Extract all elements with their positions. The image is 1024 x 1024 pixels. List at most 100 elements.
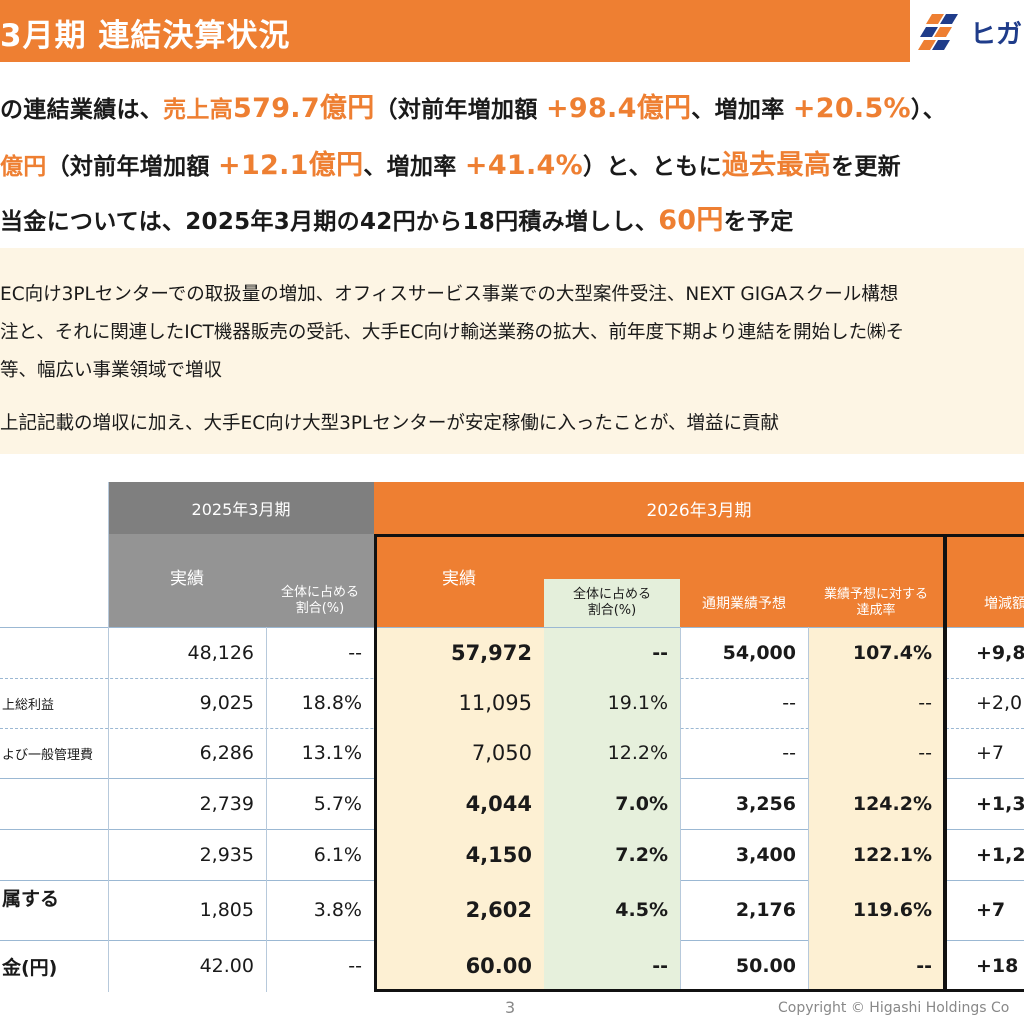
header-achievement-wrap: 業績予想に対する 達成率	[808, 579, 944, 627]
cell-a25: 42.00	[199, 955, 254, 977]
summary-text: を更新	[831, 154, 901, 180]
header-achievement-line2: 達成率	[856, 603, 896, 618]
cell-label	[0, 627, 108, 678]
profit-growth-rate: +41.4%	[464, 150, 583, 181]
cell-fc: 50.00	[735, 955, 796, 977]
dividend-value: 60円	[658, 205, 724, 236]
cell-ach: 124.2%	[808, 778, 944, 829]
cell-chg: +18	[976, 955, 1019, 977]
detail-box	[0, 248, 1024, 454]
frame-fy2026-main	[374, 534, 946, 992]
profit-unit: 億円	[0, 154, 47, 180]
profit-increase: +12.1億円	[218, 150, 364, 181]
cell-ach: --	[808, 728, 944, 778]
cell-chg: +9,8	[976, 641, 1024, 664]
column-divider	[108, 482, 109, 992]
summary-text: の連結業績は、	[0, 97, 164, 123]
cell-s25: 18.8%	[301, 692, 362, 714]
summary-text: ）と、ともに	[582, 154, 722, 180]
cell-label: 属する	[2, 888, 60, 910]
detail-bullet-1-line-2: 注と、それに関連したICT機器販売の受託、大手EC向け輸送業務の拡大、前年度下期…	[0, 322, 905, 343]
header-fy2025: 2025年3月期	[108, 482, 374, 534]
copyright: Copyright © Higashi Holdings Co	[778, 1000, 1010, 1016]
cell-s25: --	[348, 641, 362, 664]
frame-fy2026-change	[944, 534, 1024, 992]
cell-fc: 2,176	[735, 899, 796, 921]
header-fy2026: 2026年3月期	[374, 482, 1024, 534]
summary-line-3: 当金については、2025年3月期の42円から18円積み増しし、60円を予定	[0, 198, 794, 237]
header-blank-right	[944, 534, 1024, 579]
summary-text: （対前年増加額	[374, 97, 546, 123]
header-actual-2026: 実績	[374, 534, 544, 627]
cell-label: 上総利益	[2, 697, 55, 713]
summary-line-1: の連結業績は、売上高579.7億円（対前年増加額 +98.4億円、増加率 +20…	[0, 86, 946, 125]
cell-a26: 57,972	[374, 627, 544, 678]
cell-a26: 4,150	[374, 829, 544, 880]
cell-a25: 1,805	[199, 899, 254, 921]
page-title: 3月期 連結決算状況	[0, 18, 291, 54]
company-logo: ヒガ	[918, 8, 1024, 56]
header-share-line1: 全体に占める	[280, 584, 359, 600]
column-divider	[808, 627, 809, 992]
title-bar	[0, 0, 910, 62]
cell-s25: --	[348, 955, 362, 977]
detail-bullet-1-line-3: 等、幅広い事業領域で増収	[0, 360, 223, 381]
record-high-label: 過去最高	[721, 150, 832, 181]
cell-chg: +1,3	[976, 792, 1024, 815]
summary-text: ）、	[910, 97, 947, 123]
cell-fc: 3,400	[735, 843, 796, 866]
header-share-line2: 割合(%)	[295, 600, 345, 616]
cell-s26: --	[544, 940, 680, 992]
cell-a26: 60.00	[374, 940, 544, 992]
cell-s26: 7.2%	[544, 829, 680, 880]
cell-s25: 6.1%	[313, 843, 362, 866]
header-share-line1: 全体に占める	[572, 587, 651, 602]
header-blank-band	[544, 534, 944, 579]
summary-text: 当金については、2025年3月期の42円から18円積み増しし、	[0, 209, 659, 235]
header-share-2025-wrap: 全体に占める 割合(%)	[266, 534, 374, 627]
cell-fc: 3,256	[735, 792, 796, 815]
cell-ach: 107.4%	[808, 627, 944, 678]
summary-text: （対前年増加額	[46, 154, 219, 180]
column-divider	[680, 627, 681, 992]
header-change: 増減額	[944, 579, 1024, 627]
header-forecast: 通期業績予想	[680, 579, 808, 627]
cell-s26: 12.2%	[544, 728, 680, 778]
cell-fc: --	[782, 742, 796, 764]
detail-bullet-2: 上記記載の増収に加え、大手EC向け大型3PLセンターが安定稼働に入ったことが、増…	[0, 413, 779, 434]
cell-a25: 48,126	[187, 641, 254, 664]
logo-text: ヒガ	[970, 19, 1023, 50]
cell-a25: 9,025	[199, 692, 254, 714]
page-number: 3	[505, 998, 516, 1017]
sales-value: 579.7億円	[233, 93, 375, 124]
cell-s25: 3.8%	[313, 899, 362, 921]
cell-ach: 119.6%	[808, 880, 944, 940]
cell-fc: 54,000	[722, 641, 796, 664]
cell-s25: 5.7%	[313, 792, 362, 815]
cell-a26: 4,044	[374, 778, 544, 829]
cell-label: 金(円)	[2, 956, 58, 979]
row-divider	[0, 627, 1024, 628]
cell-chg: +7	[976, 899, 1006, 921]
cell-a25: 2,739	[199, 792, 254, 815]
cell-chg: +7	[976, 742, 1005, 764]
header-share-2025: 全体に占める 割合(%)	[281, 585, 359, 617]
header-share-line2: 割合(%)	[587, 603, 637, 618]
cell-s26: 7.0%	[544, 778, 680, 829]
cell-s25: 13.1%	[301, 742, 362, 764]
header-achievement-line1: 業績予想に対する	[823, 587, 928, 602]
cell-a26: 11,095	[374, 678, 544, 728]
detail-bullet-1-line-1: EC向け3PLセンターでの取扱量の増加、オフィスサービス事業での大型案件受注、N…	[0, 284, 899, 305]
summary-text: を予定	[723, 209, 794, 235]
summary-text: 、増加率	[363, 154, 465, 180]
cell-label	[0, 829, 108, 880]
logo-mark-icon	[918, 14, 958, 50]
summary-text: 、増加率	[691, 97, 793, 123]
cell-a25: 6,286	[199, 742, 254, 764]
cell-chg: +2,0	[976, 692, 1023, 714]
cell-a26: 2,602	[374, 880, 544, 940]
cell-s26: --	[544, 627, 680, 678]
cell-ach: --	[808, 678, 944, 728]
column-divider	[266, 627, 267, 992]
cell-fc: --	[782, 692, 796, 714]
